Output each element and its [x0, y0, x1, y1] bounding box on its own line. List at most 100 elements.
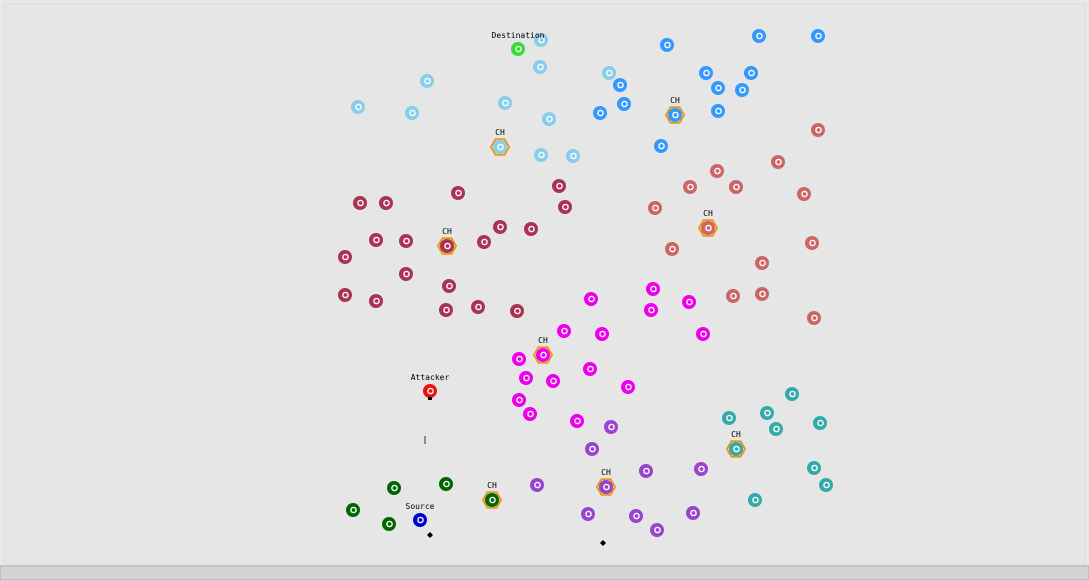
- node-glyph: [424, 77, 431, 85]
- node: [546, 374, 560, 388]
- node-glyph: [357, 199, 364, 207]
- destination-label: Destination: [492, 31, 545, 40]
- node: [654, 139, 668, 153]
- node: [477, 235, 491, 249]
- node: [542, 112, 556, 126]
- node-glyph: [756, 32, 763, 40]
- node-glyph: [550, 377, 557, 385]
- node-glyph: [497, 223, 504, 231]
- node-glyph: [633, 512, 640, 520]
- nodes: [338, 29, 833, 546]
- canvas-area: [3, 3, 1086, 565]
- node-glyph: [383, 199, 390, 207]
- node-glyph: [528, 225, 535, 233]
- node-glyph: [606, 69, 613, 77]
- node-glyph: [815, 32, 822, 40]
- node: [387, 481, 401, 495]
- node: [379, 196, 393, 210]
- node: [512, 393, 526, 407]
- node-glyph: [672, 111, 679, 119]
- node-glyph: [373, 236, 380, 244]
- cluster-head-label: CH: [538, 336, 548, 345]
- node-glyph: [617, 81, 624, 89]
- node-glyph: [561, 327, 568, 335]
- node-glyph: [811, 464, 818, 472]
- node-glyph: [403, 237, 410, 245]
- node-glyph: [481, 238, 488, 246]
- node: [584, 292, 598, 306]
- node-glyph: [515, 45, 522, 53]
- node-glyph: [733, 183, 740, 191]
- node-glyph: [556, 182, 563, 190]
- node-glyph: [427, 387, 434, 395]
- node-glyph: [403, 270, 410, 278]
- node: [813, 416, 827, 430]
- node: [644, 303, 658, 317]
- node-glyph: [546, 115, 553, 123]
- node-glyph: [775, 158, 782, 166]
- node: [519, 371, 533, 385]
- node: [769, 422, 783, 436]
- node: [710, 164, 724, 178]
- node-glyph: [739, 86, 746, 94]
- node-glyph: [669, 245, 676, 253]
- node-glyph: [446, 282, 453, 290]
- node: [771, 155, 785, 169]
- node: [648, 201, 662, 215]
- node: [566, 149, 580, 163]
- cluster-head-hexagon: [595, 478, 617, 496]
- packet-marker: [427, 532, 433, 538]
- node: [534, 33, 548, 47]
- node: [660, 38, 674, 52]
- node-glyph: [811, 314, 818, 322]
- node: [668, 108, 682, 122]
- node: [338, 288, 352, 302]
- node-glyph: [603, 483, 610, 491]
- node-glyph: [715, 84, 722, 92]
- node-glyph: [730, 292, 737, 300]
- node-glyph: [597, 109, 604, 117]
- node: [760, 406, 774, 420]
- node: [722, 411, 736, 425]
- node: [729, 180, 743, 194]
- node-glyph: [537, 63, 544, 71]
- node-glyph: [443, 306, 450, 314]
- node: [646, 282, 660, 296]
- node-glyph: [342, 253, 349, 261]
- node-glyph: [648, 306, 655, 314]
- node: [595, 327, 609, 341]
- node-glyph: [570, 152, 577, 160]
- node-glyph: [705, 224, 712, 232]
- node: [755, 256, 769, 270]
- node: [351, 100, 365, 114]
- node-glyph: [409, 109, 416, 117]
- cluster-head-label: CH: [495, 128, 505, 137]
- node: [511, 42, 525, 56]
- node: [711, 81, 725, 95]
- node: [440, 239, 454, 253]
- node: [811, 123, 825, 137]
- node-glyph: [654, 526, 661, 534]
- node: [399, 234, 413, 248]
- node: [729, 442, 743, 456]
- node-glyph: [823, 481, 830, 489]
- node: [805, 236, 819, 250]
- node: [683, 180, 697, 194]
- cluster-head-label: CH: [670, 96, 680, 105]
- node: [752, 29, 766, 43]
- node: [735, 83, 749, 97]
- node: [639, 464, 653, 478]
- cluster-head-label: CH: [601, 468, 611, 477]
- scrollbar[interactable]: [0, 565, 1089, 580]
- node-glyph: [342, 291, 349, 299]
- node: [570, 414, 584, 428]
- node: [617, 97, 631, 111]
- cluster-head-hexagon: [664, 106, 686, 124]
- labels: Destination Attacker Source CH CH CH CH CH CH…: [406, 31, 741, 511]
- node: [442, 279, 456, 293]
- node: [510, 304, 524, 318]
- node-glyph: [455, 189, 462, 197]
- node: [523, 407, 537, 421]
- node-glyph: [703, 69, 710, 77]
